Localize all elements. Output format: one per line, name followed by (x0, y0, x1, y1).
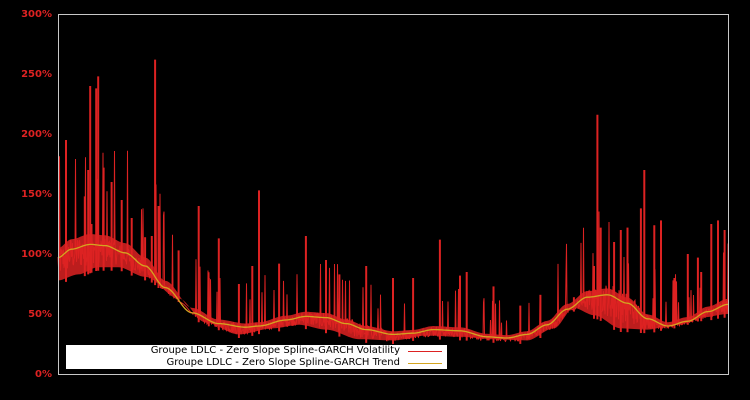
y-tick-label: 250% (21, 69, 52, 80)
y-tick-label: 150% (21, 189, 52, 200)
y-tick-label: 0% (35, 369, 52, 380)
y-tick-label: 300% (21, 9, 52, 20)
volatility-series (57, 59, 729, 344)
legend-label: Groupe LDLC - Zero Slope Spline-GARCH Tr… (166, 357, 401, 368)
y-tick-label: 100% (21, 249, 52, 260)
trend-series (57, 243, 729, 339)
plot-frame (58, 14, 729, 375)
legend-swatch-trend (408, 362, 442, 364)
legend-item-volatility: Groupe LDLC - Zero Slope Spline-GARCH Vo… (151, 345, 447, 357)
legend-swatch-volatility (408, 350, 442, 352)
y-tick-label: 200% (21, 129, 52, 140)
y-tick-label: 50% (28, 309, 52, 320)
legend-label: Groupe LDLC - Zero Slope Spline-GARCH Vo… (150, 345, 400, 356)
chart-legend: Groupe LDLC - Zero Slope Spline-GARCH Vo… (66, 345, 447, 369)
legend-item-trend: Groupe LDLC - Zero Slope Spline-GARCH Tr… (167, 357, 448, 369)
